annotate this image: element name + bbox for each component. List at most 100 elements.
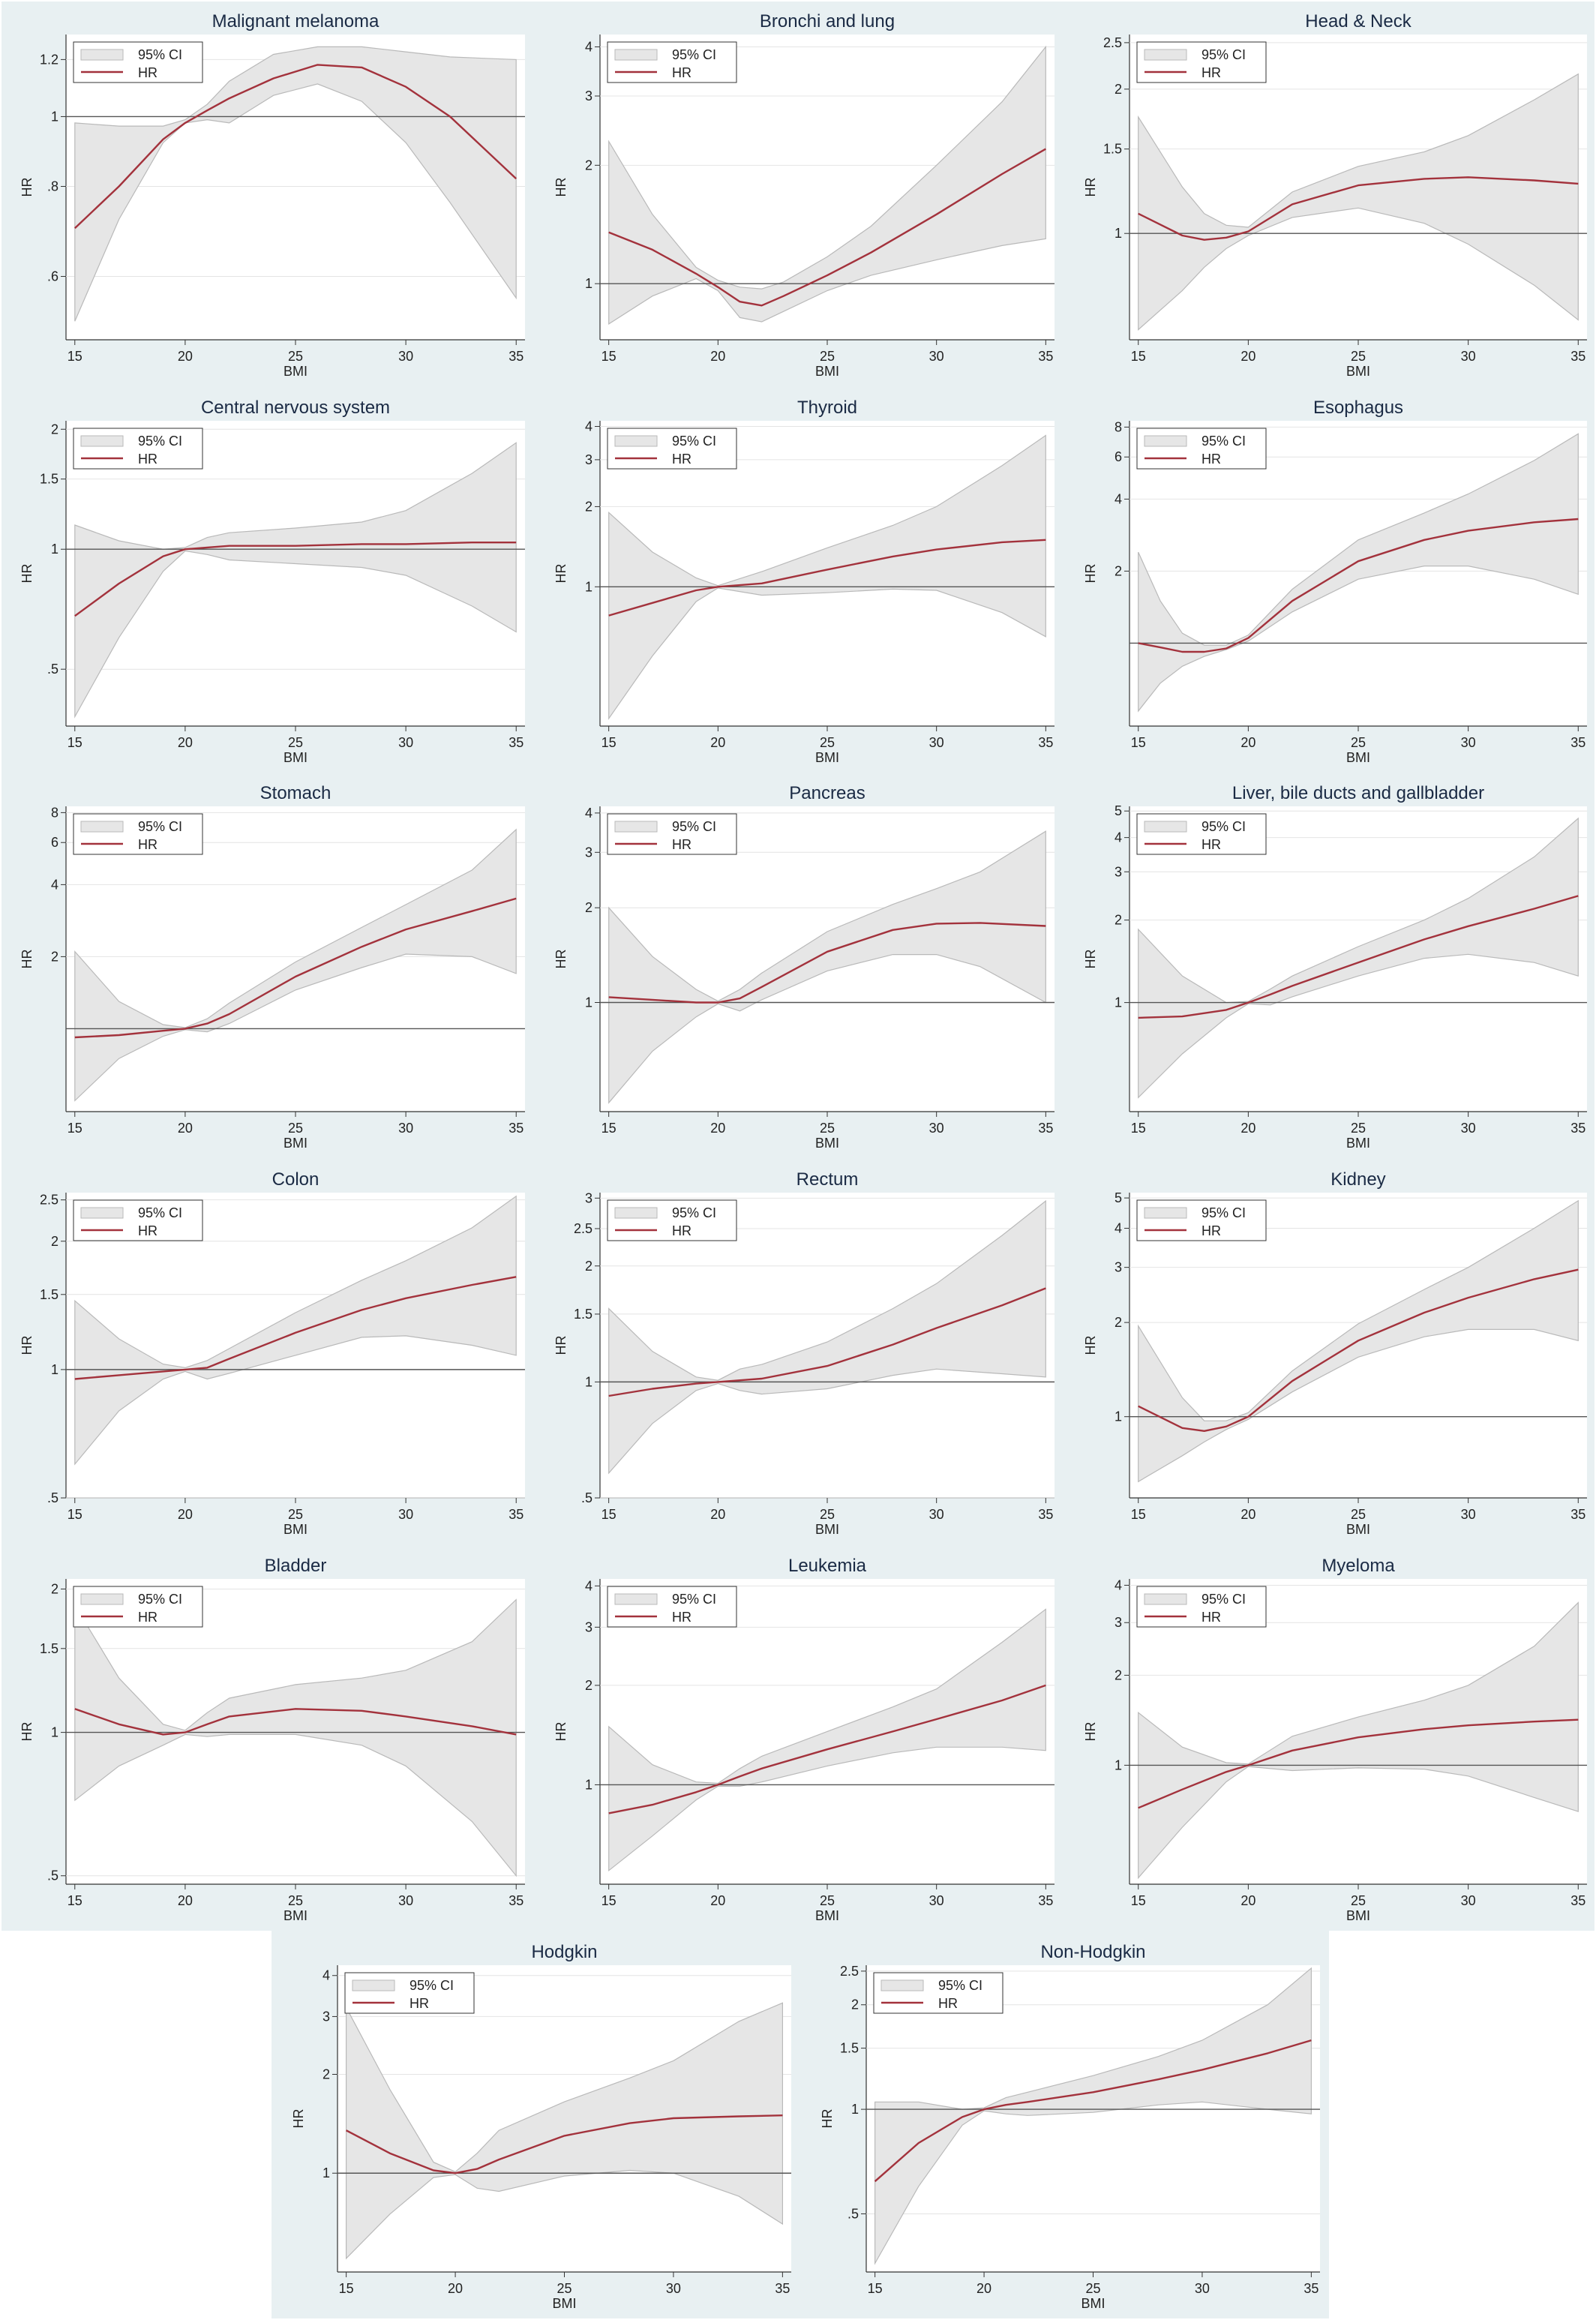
ci-band bbox=[608, 434, 1046, 720]
y-tick-label: 2 bbox=[51, 949, 58, 964]
legend-hr-label: HR bbox=[138, 1610, 158, 1625]
chart-title: Kidney bbox=[1330, 1169, 1385, 1190]
y-tick-label: 1 bbox=[51, 542, 58, 557]
hr-line bbox=[608, 922, 1046, 1004]
legend-box bbox=[1136, 1586, 1267, 1628]
y-tick-label: 3 bbox=[322, 2009, 330, 2024]
x-tick-label: 15 bbox=[1131, 349, 1146, 364]
y-axis-title: HR bbox=[554, 178, 568, 197]
y-tick-label: 2 bbox=[51, 1581, 58, 1596]
x-tick-label: 30 bbox=[398, 735, 413, 750]
x-tick-label: 15 bbox=[339, 2281, 354, 2296]
y-axis-title: HR bbox=[1083, 178, 1098, 197]
legend-ci-label: 95% CI bbox=[672, 434, 716, 449]
chart-title: Hodgkin bbox=[531, 1942, 597, 1962]
ci-band bbox=[874, 1967, 1312, 2265]
y-axis-title: HR bbox=[554, 1722, 568, 1742]
x-tick-label: 30 bbox=[398, 349, 413, 364]
x-axis-title: BMI bbox=[1346, 1522, 1370, 1537]
y-tick-label: 2 bbox=[51, 422, 58, 437]
chart-1: Bronchi and lung 1 2 3 4 15 20 25 30 35 BMI HR 95% C… bbox=[554, 11, 1054, 379]
y-tick-label: 1 bbox=[51, 1362, 58, 1377]
chart-title: Thyroid bbox=[797, 398, 857, 418]
y-tick-label: 2 bbox=[851, 1997, 859, 2012]
legend-box bbox=[73, 1586, 203, 1628]
ci-band bbox=[1138, 817, 1579, 1099]
hr-line bbox=[74, 1708, 517, 1736]
legend-box bbox=[607, 1199, 737, 1241]
x-axis-title: BMI bbox=[1346, 1136, 1370, 1151]
x-tick-label: 30 bbox=[1461, 349, 1476, 364]
y-tick-label: 1.5 bbox=[40, 472, 58, 487]
x-tick-label: 20 bbox=[448, 2281, 463, 2296]
y-tick-label: 2 bbox=[1114, 563, 1122, 578]
legend-box bbox=[73, 428, 203, 470]
x-tick-label: 15 bbox=[868, 2281, 883, 2296]
x-tick-label: 25 bbox=[820, 349, 835, 364]
hr-line bbox=[1138, 176, 1579, 241]
x-axis-title: BMI bbox=[284, 364, 308, 379]
legend-box bbox=[1136, 41, 1267, 83]
x-axis-title: BMI bbox=[552, 2296, 576, 2311]
x-tick-label: 15 bbox=[602, 1121, 616, 1136]
x-tick-label: 25 bbox=[1085, 2281, 1100, 2296]
legend-ci-label: 95% CI bbox=[138, 1205, 182, 1220]
y-tick-label: 1 bbox=[1114, 1409, 1122, 1424]
ci-band bbox=[74, 1598, 517, 1877]
y-axis-title: HR bbox=[1083, 1336, 1098, 1355]
x-tick-label: 30 bbox=[398, 1893, 413, 1908]
x-tick-label: 30 bbox=[666, 2281, 681, 2296]
x-tick-label: 15 bbox=[602, 1893, 616, 1908]
legend-hr-label: HR bbox=[138, 1223, 158, 1238]
x-tick-label: 35 bbox=[508, 1121, 524, 1136]
chart-2: Head & Neck 1 1.5 2 2.5 15 20 25 30 35 BMI HR 95% CI… bbox=[1083, 11, 1587, 379]
legend-ci-label: 95% CI bbox=[138, 819, 182, 834]
ci-band bbox=[1138, 73, 1579, 331]
legend-hr-label: HR bbox=[938, 1996, 958, 2011]
legend-ci-label: 95% CI bbox=[1202, 434, 1246, 449]
y-tick-label: 4 bbox=[51, 877, 58, 892]
x-tick-label: 30 bbox=[398, 1507, 413, 1522]
y-tick-label: 2 bbox=[585, 1259, 592, 1274]
x-tick-label: 20 bbox=[710, 1507, 725, 1522]
y-tick-label: 1 bbox=[585, 1777, 592, 1792]
x-tick-label: 20 bbox=[1240, 349, 1256, 364]
x-tick-label: 25 bbox=[1351, 349, 1366, 364]
y-tick-label: 4 bbox=[1114, 491, 1122, 506]
y-tick-label: 1 bbox=[851, 2102, 859, 2117]
x-tick-label: 20 bbox=[1240, 1507, 1256, 1522]
y-tick-label: 3 bbox=[1114, 1260, 1122, 1275]
hr-line bbox=[74, 64, 518, 230]
y-tick-label: 3 bbox=[585, 1190, 592, 1205]
x-tick-label: 25 bbox=[820, 735, 835, 750]
y-axis-title: HR bbox=[554, 950, 568, 969]
x-tick-label: 30 bbox=[1461, 1893, 1476, 1908]
y-tick-label: 1 bbox=[585, 579, 592, 594]
hr-line bbox=[346, 2114, 783, 2174]
y-tick-label: 6 bbox=[51, 835, 58, 850]
x-tick-label: 20 bbox=[710, 1121, 725, 1136]
legend-hr-label: HR bbox=[138, 452, 158, 467]
hr-line bbox=[74, 1276, 517, 1380]
legend-hr-label: HR bbox=[1202, 452, 1221, 467]
legend-ci-swatch bbox=[1144, 49, 1187, 61]
x-tick-label: 20 bbox=[710, 735, 725, 750]
chart-title: Malignant melanoma bbox=[212, 11, 380, 32]
legend-ci-swatch bbox=[1144, 435, 1187, 447]
legend-ci-label: 95% CI bbox=[1202, 47, 1246, 62]
y-tick-label: 1.2 bbox=[40, 52, 58, 67]
x-tick-label: 20 bbox=[178, 349, 193, 364]
x-tick-label: 25 bbox=[820, 1893, 835, 1908]
chart-15: Hodgkin 1 2 3 4 15 20 25 30 35 BMI HR 95% CI HR bbox=[291, 1942, 791, 2311]
x-tick-label: 20 bbox=[976, 2281, 992, 2296]
x-tick-label: 30 bbox=[1195, 2281, 1210, 2296]
legend-hr-label: HR bbox=[138, 837, 158, 852]
legend-box bbox=[607, 1586, 737, 1628]
x-axis-title: BMI bbox=[284, 1522, 308, 1537]
legend-ci-swatch bbox=[80, 49, 124, 61]
y-tick-label: 2 bbox=[1114, 1315, 1122, 1330]
x-tick-label: 30 bbox=[929, 1893, 944, 1908]
legend-ci-swatch bbox=[352, 1979, 395, 1991]
legend-hr-label: HR bbox=[672, 1610, 692, 1625]
legend-ci-label: 95% CI bbox=[672, 819, 716, 834]
